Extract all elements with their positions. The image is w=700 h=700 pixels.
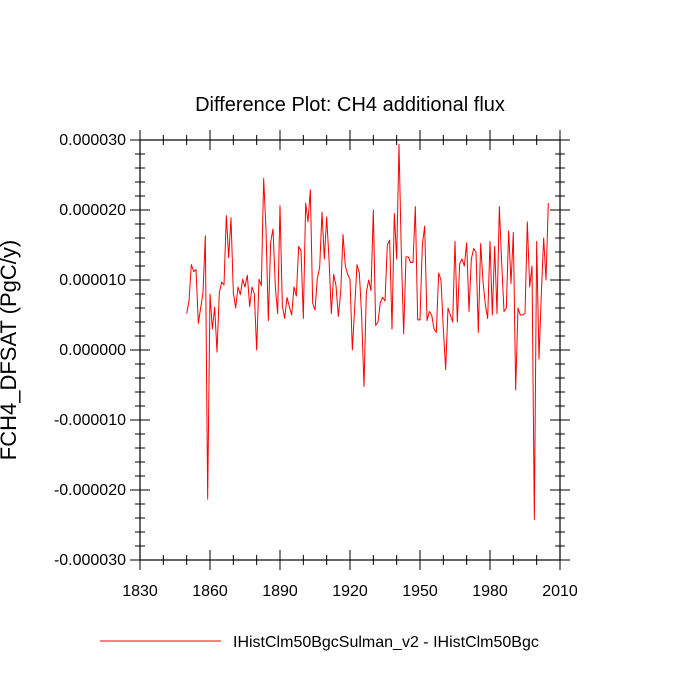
- y-tick-label: 0.000030: [59, 132, 126, 149]
- x-tick-labels: 1830 1860 1890 1920 1950 1980 2010: [122, 583, 578, 600]
- legend: IHistClm50BgcSulman_v2 - IHistClm50Bgc: [100, 634, 539, 651]
- minor-ticks: [135, 135, 565, 565]
- plot-frame: [139, 139, 561, 561]
- x-tick-label: 1980: [472, 583, 508, 600]
- x-tick-label: 1830: [122, 583, 158, 600]
- x-tick-label: 1950: [402, 583, 438, 600]
- x-tick-label: 2010: [542, 583, 578, 600]
- major-ticks: [130, 130, 570, 570]
- y-tick-label: -0.000030: [54, 552, 126, 569]
- y-tick-label: 0.000020: [59, 202, 126, 219]
- x-tick-label: 1920: [332, 583, 368, 600]
- y-tick-labels: -0.000030 -0.000020 -0.000010 0.000000 0.000…: [54, 132, 126, 569]
- x-tick-label: 1860: [192, 583, 228, 600]
- chart-title: Difference Plot: CH4 additional flux: [195, 94, 505, 116]
- y-axis-label: FCH4_DFSAT (PgC/y): [0, 240, 21, 460]
- x-tick-label: 1890: [262, 583, 298, 600]
- plot-area: -0.000030 -0.000020 -0.000010 0.000000 0.000…: [54, 130, 578, 600]
- y-tick-label: 0.000000: [59, 342, 126, 359]
- legend-series-label: IHistClm50BgcSulman_v2 - IHistClm50Bgc: [233, 634, 539, 651]
- y-tick-label: -0.000010: [54, 412, 126, 429]
- y-tick-label: 0.000010: [59, 272, 126, 289]
- data-series-line: [186, 143, 549, 520]
- y-tick-label: -0.000020: [54, 482, 126, 499]
